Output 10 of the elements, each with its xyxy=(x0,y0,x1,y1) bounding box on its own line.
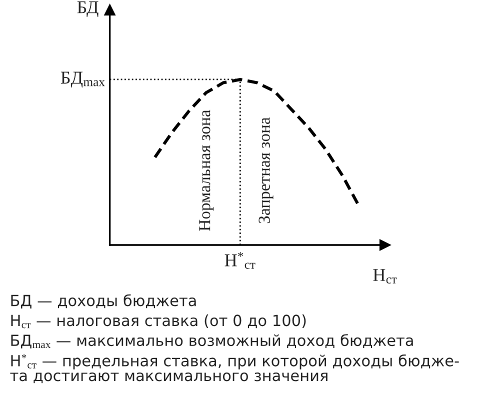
text: Н$_{ст}$ — налоговая ставка (от 0 до 100) xyxy=(11,314,306,328)
text: БД — доходы бюджета xyxy=(11,294,196,308)
text: Н$^{*}$$_{ст}$ — предельная ставка, при которой доходы бюдже- та достигают максимального значения xyxy=(10,354,459,384)
ref-line-label: БД$_{max}$ xyxy=(60,72,105,88)
y-axis-title: БД xyxy=(77,1,98,18)
x-axis-title: Н$_{ст}$ xyxy=(373,269,397,284)
text: БД$_{max}$ — максимально возможный доход бюджета xyxy=(11,334,413,348)
text: Н$^{*}$$_{ст}$ xyxy=(224,252,256,269)
annotation: Запретная зона xyxy=(258,117,274,224)
annotation: Нормальная зона xyxy=(199,110,214,231)
